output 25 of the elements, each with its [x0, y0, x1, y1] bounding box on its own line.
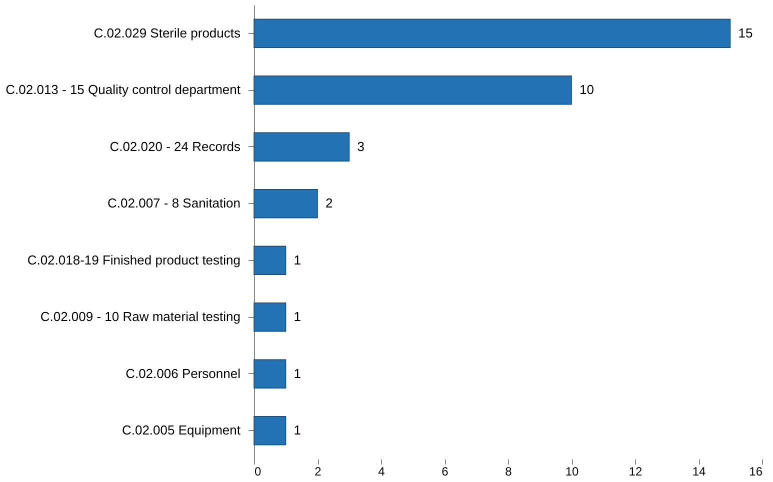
x-tick-label: 0	[254, 464, 262, 478]
data-label: 1	[294, 422, 301, 438]
y-tick-label: C.02.013 - 15 Quality control department	[6, 82, 241, 98]
data-label: 1	[294, 252, 301, 268]
x-tick-label: 16	[749, 464, 763, 478]
x-tick-label: 4	[378, 464, 386, 478]
data-label: 1	[294, 309, 301, 324]
data-label: 10	[580, 82, 594, 98]
y-tick-label: C.02.029 Sterile products	[94, 25, 241, 40]
x-tick-label: 6	[442, 464, 449, 478]
y-tick-label: C.02.020 - 24 Records	[110, 138, 241, 154]
x-tick-label: 14	[692, 464, 706, 478]
y-tick-label: C.02.007 - 8 Sanitation	[108, 196, 240, 211]
data-label: 15	[738, 25, 753, 40]
y-tick-label: C.02.006 Personnel	[126, 366, 241, 381]
x-tick-label: 8	[505, 464, 512, 478]
data-label: 3	[357, 138, 364, 154]
y-tick-label: C.02.009 - 10 Raw material testing	[40, 309, 240, 324]
y-tick-label: C.02.005 Equipment	[122, 422, 241, 438]
y-tick-label: C.02.018-19 Finished product testing	[27, 252, 240, 268]
x-tick-label: 12	[628, 464, 642, 478]
x-tick-label: 2	[314, 464, 322, 478]
x-tick-label: 10	[565, 464, 579, 478]
data-label: 1	[294, 366, 301, 381]
data-label: 2	[326, 196, 333, 211]
